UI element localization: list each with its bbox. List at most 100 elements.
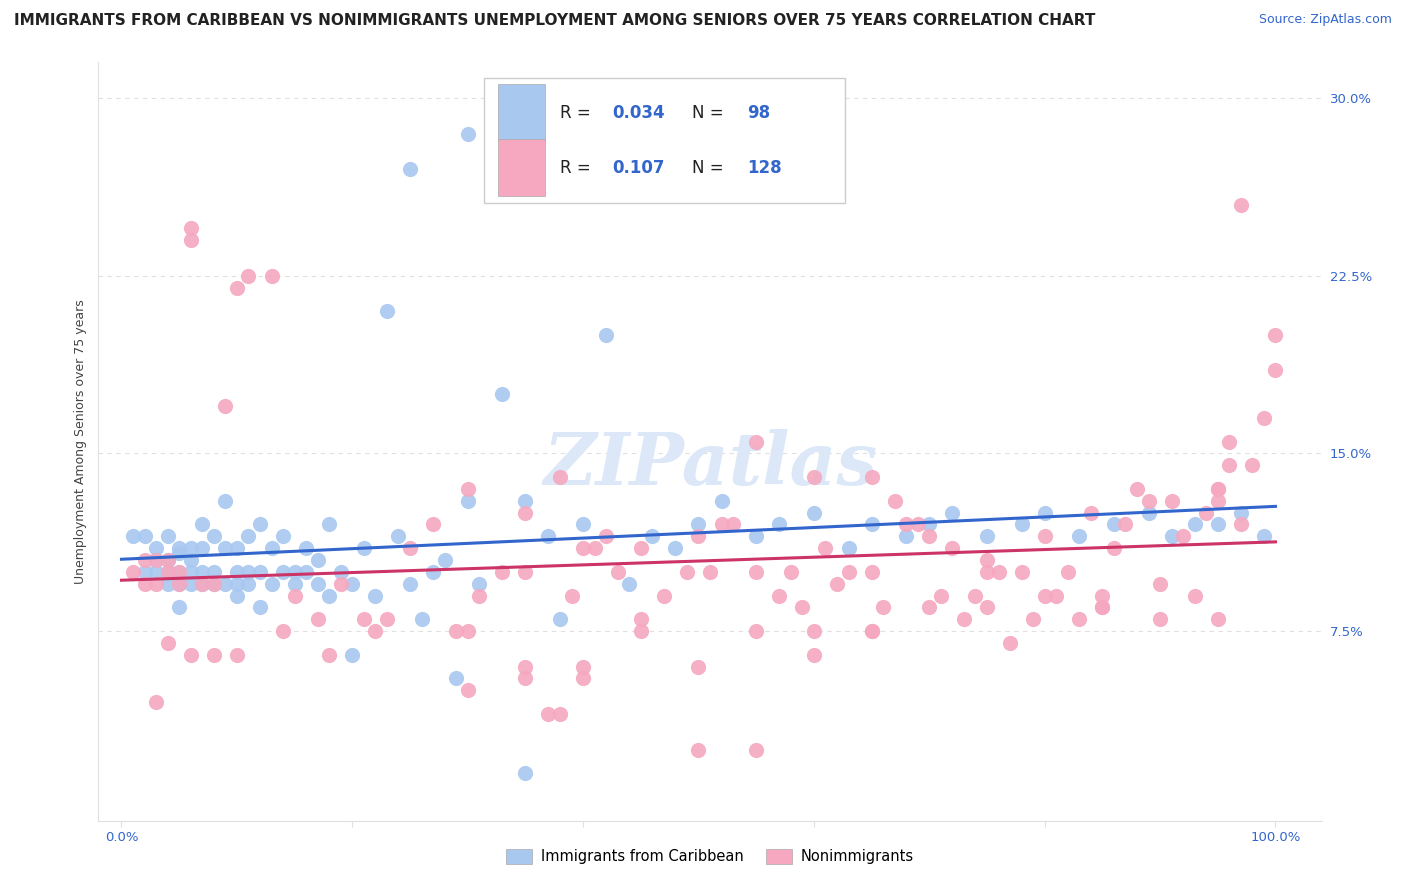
Point: [699, 565, 721, 579]
Point: [180, 576, 202, 591]
Point: [134, 565, 156, 579]
Point: [364, 589, 387, 603]
Point: [860, 624, 883, 639]
Point: [156, 576, 179, 591]
Point: [1206, 482, 1229, 496]
Point: [191, 565, 214, 579]
Point: [271, 529, 294, 543]
Point: [1160, 493, 1182, 508]
Point: [1114, 517, 1136, 532]
Point: [515, 493, 537, 508]
Point: [214, 541, 236, 556]
Point: [814, 541, 837, 556]
Point: [965, 589, 987, 603]
Text: R =: R =: [560, 159, 596, 177]
Point: [896, 517, 918, 532]
Point: [1206, 482, 1229, 496]
Point: [606, 565, 628, 579]
Point: [1264, 363, 1286, 377]
Point: [307, 553, 329, 567]
Point: [329, 565, 352, 579]
Text: N =: N =: [692, 159, 728, 177]
Point: [457, 127, 479, 141]
Point: [180, 648, 202, 662]
Point: [652, 589, 675, 603]
Point: [572, 517, 595, 532]
Point: [825, 576, 848, 591]
Point: [167, 600, 190, 615]
Point: [1091, 589, 1114, 603]
Point: [745, 624, 768, 639]
Point: [1137, 493, 1160, 508]
Point: [803, 648, 825, 662]
Point: [548, 612, 571, 626]
Point: [238, 576, 260, 591]
Point: [1195, 506, 1218, 520]
Point: [1253, 410, 1275, 425]
Text: 0.034: 0.034: [612, 103, 665, 121]
Point: [353, 541, 375, 556]
Point: [399, 576, 422, 591]
Point: [318, 589, 340, 603]
Point: [191, 576, 214, 591]
Point: [318, 517, 340, 532]
Point: [180, 565, 202, 579]
Text: ZIPatlas: ZIPatlas: [543, 429, 877, 500]
Point: [202, 648, 225, 662]
Point: [145, 576, 167, 591]
Point: [1102, 517, 1125, 532]
Text: 128: 128: [747, 159, 782, 177]
Point: [191, 576, 214, 591]
Point: [515, 506, 537, 520]
Point: [260, 576, 283, 591]
Text: 0.107: 0.107: [612, 159, 665, 177]
Point: [548, 706, 571, 721]
Text: Source: ZipAtlas.com: Source: ZipAtlas.com: [1258, 13, 1392, 27]
Point: [630, 624, 652, 639]
Point: [595, 529, 617, 543]
Point: [630, 612, 652, 626]
Point: [318, 648, 340, 662]
Point: [1080, 506, 1102, 520]
Point: [537, 706, 560, 721]
Point: [145, 553, 167, 567]
Legend: Immigrants from Caribbean, Nonimmigrants: Immigrants from Caribbean, Nonimmigrants: [501, 843, 920, 871]
Point: [238, 268, 260, 283]
Point: [1160, 529, 1182, 543]
Point: [457, 482, 479, 496]
Point: [1206, 612, 1229, 626]
Point: [1184, 589, 1206, 603]
Point: [284, 576, 307, 591]
Point: [572, 672, 595, 686]
Point: [745, 529, 768, 543]
Text: N =: N =: [692, 103, 728, 121]
Point: [271, 565, 294, 579]
Point: [468, 576, 491, 591]
Point: [1173, 529, 1195, 543]
Point: [896, 529, 918, 543]
Point: [572, 659, 595, 673]
Point: [375, 612, 398, 626]
Point: [630, 541, 652, 556]
Point: [444, 672, 467, 686]
Point: [214, 399, 236, 413]
Point: [1218, 458, 1240, 473]
Point: [134, 576, 156, 591]
Point: [515, 659, 537, 673]
Point: [710, 493, 733, 508]
Point: [792, 600, 814, 615]
Point: [156, 553, 179, 567]
Point: [1218, 434, 1240, 449]
Point: [167, 576, 190, 591]
Point: [225, 541, 247, 556]
Point: [745, 565, 768, 579]
Point: [1069, 529, 1091, 543]
Point: [134, 529, 156, 543]
Point: [515, 565, 537, 579]
Point: [515, 766, 537, 780]
FancyBboxPatch shape: [498, 139, 546, 196]
Point: [1230, 517, 1253, 532]
Point: [422, 517, 444, 532]
Point: [595, 327, 617, 342]
Point: [180, 221, 202, 235]
